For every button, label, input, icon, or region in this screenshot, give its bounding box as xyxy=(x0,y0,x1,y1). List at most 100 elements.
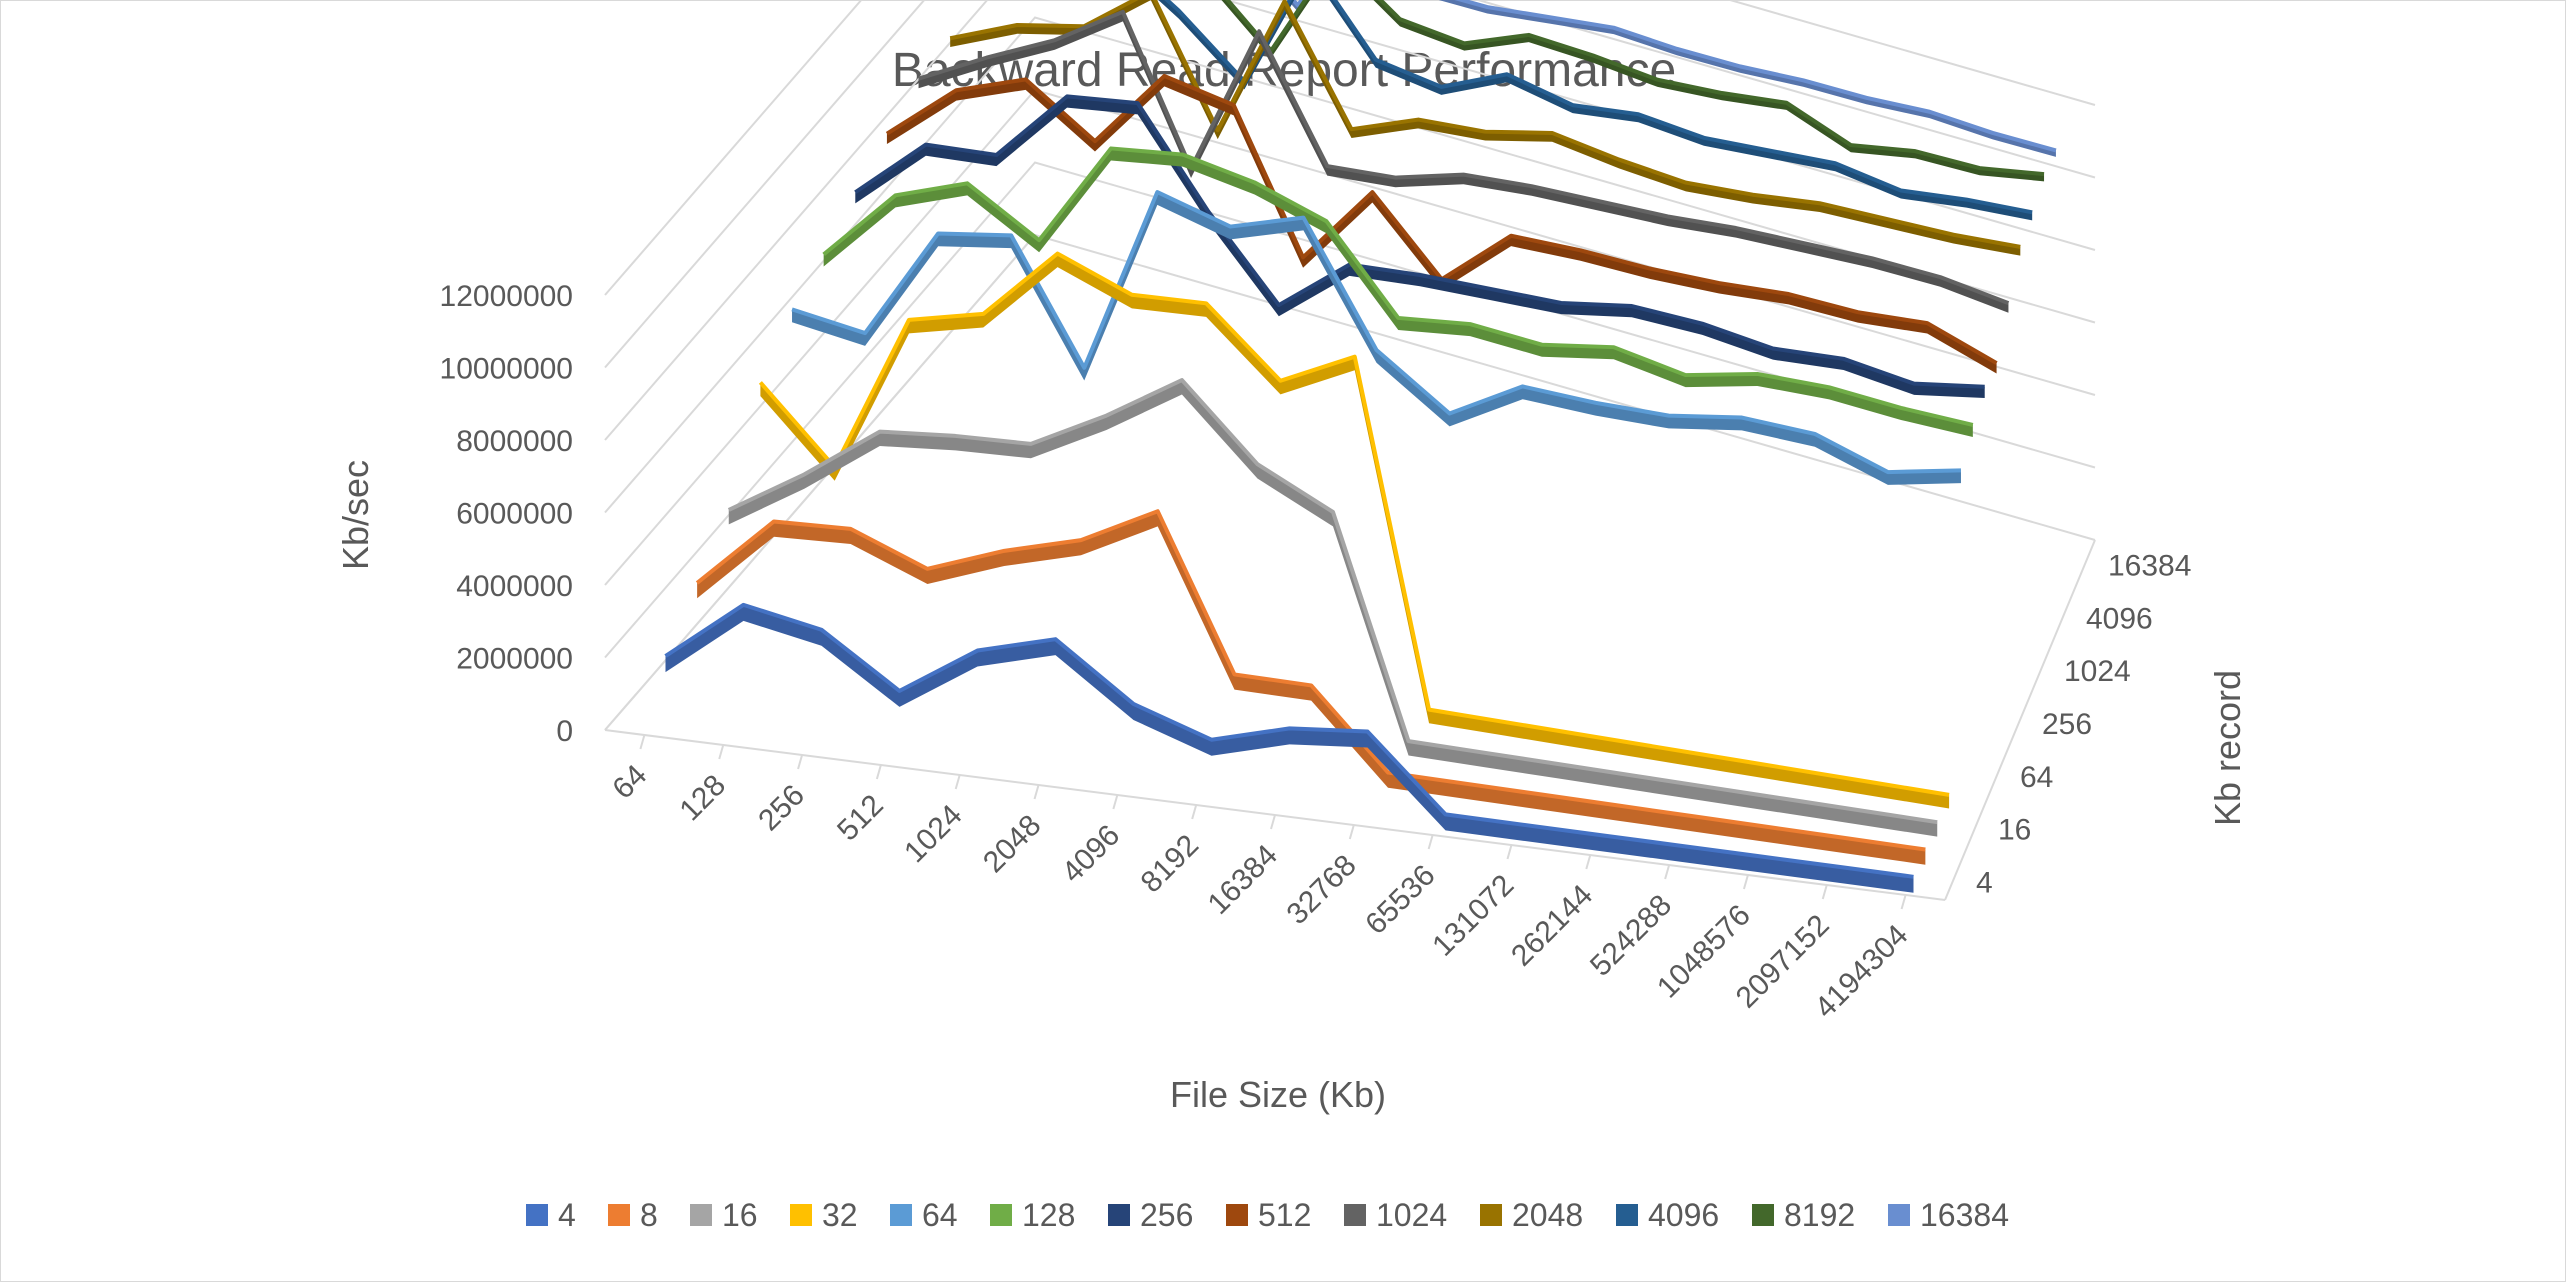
y-tick-label: 6000000 xyxy=(456,498,573,531)
x-tick-mark xyxy=(1900,894,1907,910)
x-tick-mark xyxy=(1033,784,1040,800)
x-tick-mark xyxy=(875,764,882,780)
legend-swatch xyxy=(990,1204,1012,1226)
legend-item-4096: 4096 xyxy=(1616,1197,1719,1233)
x-tick-label: 16384 xyxy=(1202,839,1284,921)
gridline xyxy=(604,88,2096,586)
gridline xyxy=(604,161,2096,659)
y-tick-label: 4000000 xyxy=(456,570,573,603)
legend-item-4: 4 xyxy=(526,1197,576,1233)
y-tick-label: 10000000 xyxy=(440,353,573,386)
legend-swatch xyxy=(690,1204,712,1226)
series-ribbon xyxy=(665,604,1914,893)
legend-item-64: 64 xyxy=(890,1197,958,1233)
y-tick-label: 12000000 xyxy=(440,280,573,313)
x-tick-mark xyxy=(1112,794,1119,810)
legend-label: 512 xyxy=(1258,1197,1311,1233)
legend-item-8192: 8192 xyxy=(1752,1197,1855,1233)
x-tick-label: 256 xyxy=(752,779,811,838)
legend-swatch xyxy=(1888,1204,1910,1226)
legend-item-128: 128 xyxy=(990,1197,1075,1233)
legend-label: 256 xyxy=(1140,1197,1193,1233)
x-axis-ticks: 64 128 256 512 1024 2048 4096 81921638432768655… xyxy=(606,734,1915,1025)
y-axis-ticks: 0 2000000 4000000 6000000 8000000 10000000 120… xyxy=(440,280,573,748)
depth-tick-label: 4 xyxy=(1976,866,1993,899)
series-1024 xyxy=(917,9,2010,313)
x-tick-mark xyxy=(639,734,646,750)
legend-swatch xyxy=(1752,1204,1774,1226)
series-ribbon xyxy=(918,11,2009,313)
x-tick-label: 4096 xyxy=(1056,819,1127,890)
legend-item-256: 256 xyxy=(1108,1197,1193,1233)
depth-tick-label: 16384 xyxy=(2108,550,2191,583)
series-256 xyxy=(854,94,1985,398)
depth-axis-title: Kb record xyxy=(2207,670,2248,826)
legend-item-32: 32 xyxy=(790,1197,858,1233)
x-tick-label: 65536 xyxy=(1359,859,1441,941)
legend-item-1024: 1024 xyxy=(1344,1197,1447,1233)
series-ribbon xyxy=(792,192,1961,485)
x-tick-label: 2048 xyxy=(977,809,1048,880)
legend-label: 2048 xyxy=(1512,1197,1583,1233)
legend-label: 8192 xyxy=(1784,1197,1855,1233)
legend-label: 4096 xyxy=(1648,1197,1719,1233)
legend-label: 128 xyxy=(1022,1197,1075,1233)
x-tick-mark xyxy=(1427,834,1434,850)
legend-item-16384: 16384 xyxy=(1888,1197,2009,1233)
series-ribbon xyxy=(950,0,2021,256)
depth-tick-label: 4096 xyxy=(2086,602,2153,635)
legend-swatch xyxy=(1226,1204,1248,1226)
legend-item-512: 512 xyxy=(1226,1197,1311,1233)
legend-label: 16 xyxy=(722,1197,758,1233)
x-tick-mark xyxy=(1821,884,1828,900)
legend-item-2048: 2048 xyxy=(1480,1197,1583,1233)
y-tick-label: 2000000 xyxy=(456,643,573,676)
series-16384 xyxy=(1287,0,2057,157)
series-ribbon xyxy=(760,253,1950,809)
depth-axis-ticks: 416 64 256 1024 4096 16384 xyxy=(1976,550,2191,900)
series-line xyxy=(758,251,1950,797)
legend-label: 16384 xyxy=(1920,1197,2009,1233)
legend-swatch xyxy=(1344,1204,1366,1226)
series-2048 xyxy=(949,0,2021,256)
series-16 xyxy=(727,378,1938,837)
depth-tick-label: 16 xyxy=(1998,814,2031,847)
x-axis-title: File Size (Kb) xyxy=(1170,1074,1386,1115)
series-line xyxy=(822,146,1974,427)
x-tick-mark xyxy=(1585,854,1592,870)
legend-swatch xyxy=(1616,1204,1638,1226)
depth-tick-label: 256 xyxy=(2042,708,2092,741)
x-tick-mark xyxy=(718,744,725,760)
x-tick-mark xyxy=(1348,824,1355,840)
series-4 xyxy=(664,602,1914,893)
x-tick-mark xyxy=(1191,804,1198,820)
series-128 xyxy=(822,146,1974,437)
legend-label: 1024 xyxy=(1376,1197,1447,1233)
depth-axis-line xyxy=(1944,539,2096,901)
legend-swatch xyxy=(608,1204,630,1226)
legend-item-8: 8 xyxy=(608,1197,658,1233)
legend-label: 8 xyxy=(640,1197,658,1233)
x-tick-mark xyxy=(1506,844,1513,860)
legend-swatch xyxy=(526,1204,548,1226)
gridline xyxy=(604,16,2096,514)
legend-label: 4 xyxy=(558,1197,576,1233)
x-tick-label: 1024 xyxy=(898,799,969,870)
legend-item-16: 16 xyxy=(690,1197,758,1233)
legend-swatch xyxy=(1480,1204,1502,1226)
x-tick-label: 64 xyxy=(606,759,653,806)
legend-swatch xyxy=(790,1204,812,1226)
x-tick-label: 8192 xyxy=(1135,829,1206,900)
x-tick-label: 128 xyxy=(673,769,732,828)
depth-tick-label: 64 xyxy=(2020,761,2053,794)
series-4096 xyxy=(1158,0,2033,221)
y-axis-title: Kb/sec xyxy=(335,460,376,570)
series-layer xyxy=(664,0,2057,893)
legend-swatch xyxy=(1108,1204,1130,1226)
legend-label: 64 xyxy=(922,1197,958,1233)
series-ribbon xyxy=(823,148,1973,437)
series-8 xyxy=(695,509,1926,865)
depth-tick-label: 1024 xyxy=(2064,655,2131,688)
x-tick-mark xyxy=(797,754,804,770)
legend-swatch xyxy=(890,1204,912,1226)
